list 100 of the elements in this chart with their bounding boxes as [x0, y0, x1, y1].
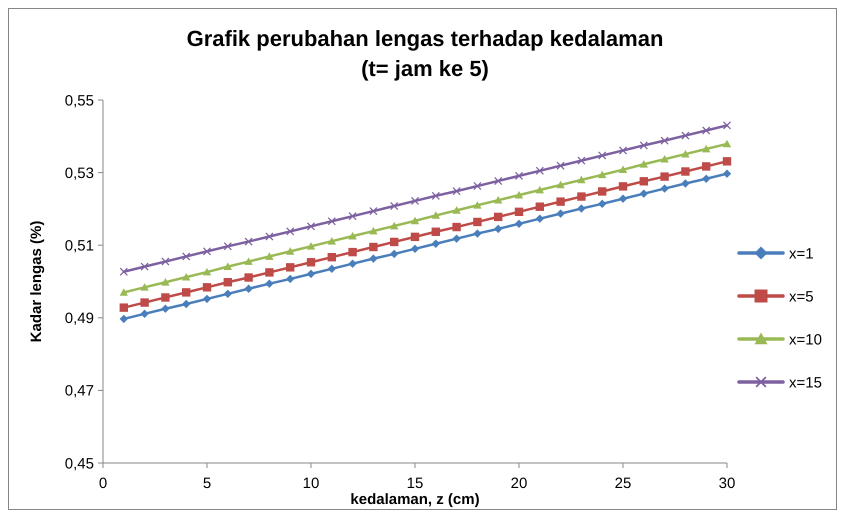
- point: [556, 162, 565, 170]
- point: [202, 268, 212, 276]
- point: [348, 248, 357, 256]
- point: [224, 290, 232, 298]
- point: [328, 264, 336, 273]
- point: [306, 258, 316, 266]
- legend-label: x=15: [789, 374, 822, 392]
- point: [598, 200, 606, 208]
- point: [161, 304, 170, 313]
- point: [432, 228, 440, 236]
- point: [202, 283, 212, 292]
- point: [390, 222, 398, 230]
- point: [286, 263, 294, 272]
- point: [473, 229, 482, 238]
- point: [369, 226, 378, 234]
- point: [161, 278, 170, 286]
- point: [640, 177, 648, 186]
- point: [244, 284, 253, 293]
- point: [410, 244, 420, 254]
- point: [536, 202, 544, 211]
- point: [369, 242, 378, 252]
- point: [618, 194, 628, 203]
- point: [307, 222, 315, 230]
- point: [286, 274, 294, 284]
- point: [161, 293, 170, 302]
- y-axis-title: Kadar lengas (%): [28, 220, 45, 342]
- point: [369, 254, 378, 263]
- point: [660, 136, 669, 145]
- point: [306, 242, 316, 250]
- point: [182, 252, 190, 260]
- point: [306, 270, 316, 278]
- point: [722, 157, 732, 166]
- y-tick-label: 0,51: [64, 237, 94, 254]
- x-tick-label: 30: [718, 475, 736, 492]
- point: [390, 238, 398, 246]
- point: [681, 132, 690, 140]
- point: [410, 232, 420, 242]
- point: [348, 212, 357, 220]
- point: [577, 176, 586, 184]
- x-tick-label: 25: [614, 475, 632, 492]
- point: [244, 273, 253, 282]
- point: [494, 212, 502, 222]
- point: [328, 252, 336, 262]
- point: [618, 182, 628, 191]
- point: [514, 190, 524, 198]
- y-tick-label: 0,47: [64, 382, 94, 400]
- point: [182, 288, 190, 297]
- y-tick-label: 0,45: [64, 455, 94, 472]
- point: [120, 288, 128, 296]
- point: [452, 206, 461, 214]
- point: [640, 160, 648, 168]
- point: [244, 238, 253, 246]
- legend-label: x=5: [789, 288, 814, 306]
- x-tick-label: 15: [406, 475, 424, 492]
- point: [182, 272, 190, 281]
- point: [265, 279, 274, 288]
- point: [432, 192, 440, 200]
- point: [514, 208, 524, 216]
- legend-label: x=1: [789, 245, 814, 262]
- y-tick-label: 0,55: [64, 92, 94, 110]
- point: [328, 237, 336, 245]
- point: [140, 262, 149, 271]
- point: [702, 174, 710, 183]
- chart-title: Grafik perubahan lengas terhadap kedalaman: [186, 26, 664, 51]
- point: [681, 179, 690, 188]
- x-axis-title: kedalaman, z (cm): [350, 491, 480, 508]
- point: [390, 250, 398, 258]
- point: [140, 310, 149, 318]
- point: [577, 204, 586, 213]
- point: [702, 126, 710, 134]
- x-tick-label: 0: [98, 475, 108, 492]
- point: [182, 300, 190, 308]
- point: [640, 141, 648, 150]
- point: [536, 214, 544, 223]
- point: [202, 294, 212, 304]
- point: [348, 260, 357, 268]
- point: [598, 152, 606, 160]
- point: [452, 187, 461, 196]
- point: [681, 167, 690, 176]
- point: [410, 216, 420, 224]
- legend-label: x=10: [789, 331, 822, 348]
- point: [432, 211, 440, 219]
- point: [161, 258, 170, 266]
- point: [660, 172, 669, 181]
- point: [369, 207, 378, 216]
- point: [577, 156, 586, 165]
- point: [598, 170, 606, 178]
- point: [224, 278, 232, 286]
- point: [618, 165, 628, 174]
- point: [473, 218, 482, 226]
- point: [265, 268, 274, 277]
- point: [556, 180, 565, 188]
- point: [722, 140, 732, 148]
- point: [514, 220, 524, 228]
- point: [120, 303, 128, 312]
- x-tick-label: 10: [302, 475, 320, 492]
- point: [286, 227, 294, 236]
- point: [494, 224, 502, 234]
- point: [722, 169, 732, 178]
- point: [494, 176, 502, 185]
